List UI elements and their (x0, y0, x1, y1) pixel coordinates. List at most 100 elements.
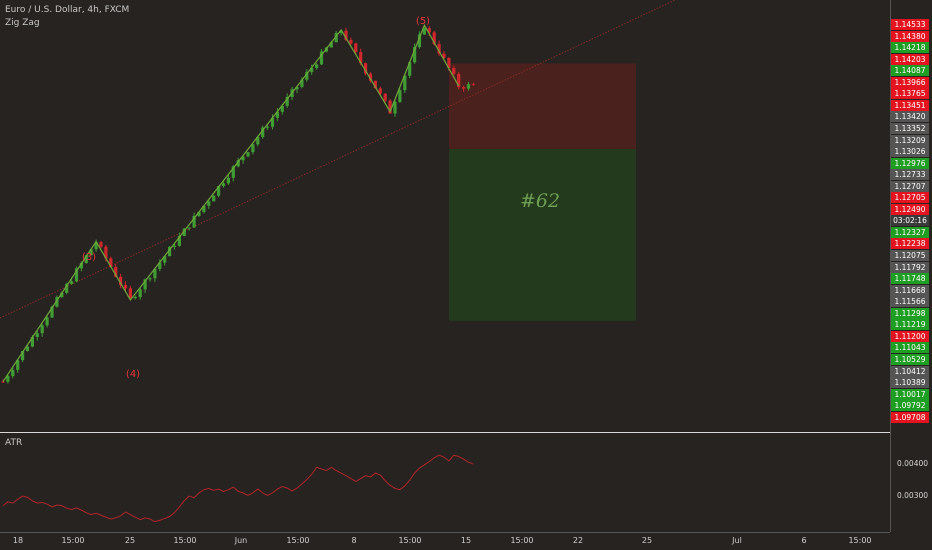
candle-body (300, 79, 304, 87)
candles (1, 25, 475, 384)
time-axis-tick: 18 (12, 536, 24, 545)
candle-body (383, 93, 387, 101)
price-level-tag: 1.13026 (891, 146, 929, 158)
atr-line (2, 454, 474, 523)
candle-body (270, 117, 275, 127)
candle-body (349, 39, 353, 44)
candle-body (466, 84, 471, 89)
candle-body (50, 306, 54, 318)
wave-label-4: (4) (125, 369, 141, 380)
candle-body (275, 111, 279, 118)
zigzag-line (2, 23, 460, 382)
trade-zones (449, 63, 636, 321)
candle-body (35, 333, 39, 337)
stop-loss-zone (449, 63, 636, 149)
indicator-name-zigzag[interactable]: Zig Zag (5, 18, 40, 28)
price-level-tag: 1.13765 (891, 88, 929, 100)
candle-body (310, 67, 314, 73)
time-axis-tick: 15 (460, 536, 472, 545)
candle-body (315, 64, 319, 68)
price-level-tag: 1.13209 (891, 134, 929, 146)
price-level-tag: 1.11043 (891, 342, 929, 354)
candle-body (79, 262, 83, 269)
candle-body (226, 177, 230, 184)
price-level-tag: 1.11566 (891, 296, 929, 308)
candle-body (202, 205, 206, 213)
candle-body (339, 30, 343, 33)
candle-body (133, 296, 137, 299)
candle-body (251, 144, 255, 153)
wave-label-5: (5) (415, 16, 431, 27)
candle-body (158, 262, 162, 269)
price-level-tag: 1.12707 (891, 180, 929, 192)
symbol-title[interactable]: Euro / U.S. Dollar, 4h, FXCM (5, 5, 130, 15)
candle-body (417, 34, 422, 48)
price-level-tag: 1.13451 (891, 99, 929, 111)
price-level-tag: 1.14087 (891, 65, 929, 77)
candle-body (104, 246, 108, 259)
candle-body (182, 228, 186, 237)
candle-body (388, 100, 392, 114)
time-axis-tick: 25 (124, 536, 136, 545)
candle-body (177, 236, 181, 246)
candle-body (354, 43, 358, 53)
wave-label-3: (3) (81, 252, 97, 263)
candle-body (16, 360, 20, 370)
candle-body (65, 283, 69, 293)
candle-body (84, 255, 88, 263)
price-level-tag: 1.09792 (891, 400, 929, 412)
candle-body (319, 51, 324, 65)
candle-body (471, 84, 475, 86)
candle-body (393, 101, 397, 114)
price-level-tag: 1.11298 (891, 307, 929, 319)
candle-body (413, 47, 417, 63)
candle-body (153, 268, 157, 279)
candle-body (187, 227, 191, 229)
candle-body (266, 126, 270, 128)
candle-body (364, 63, 368, 74)
candle-body (373, 80, 377, 89)
candle-body (457, 74, 461, 88)
candle-body (231, 166, 235, 178)
time-axis-tick: 15:00 (398, 536, 422, 545)
price-level-tag: 1.14380 (891, 30, 929, 42)
time-axis-tick: 15:00 (173, 536, 197, 545)
price-level-tag: 1.11748 (891, 273, 929, 285)
candle-body (1, 381, 5, 383)
candle-body (11, 369, 15, 377)
time-axis-tick: Jul (732, 536, 742, 545)
candle-body (25, 346, 30, 352)
candle-body (128, 288, 132, 299)
candle-body (447, 57, 451, 68)
candle-body (30, 336, 34, 347)
candle-body (40, 325, 44, 334)
candle-body (143, 279, 147, 290)
price-level-tag: 1.09708 (891, 411, 929, 423)
trend-line (0, 0, 676, 319)
indicator-name-atr[interactable]: ATR (5, 438, 23, 448)
candle-body (163, 256, 167, 263)
candle-body (408, 62, 412, 76)
price-level-tag: 1.14533 (891, 19, 929, 30)
time-axis-tick: 15:00 (286, 536, 310, 545)
candle-body (427, 28, 431, 33)
candle-body (217, 186, 221, 196)
price-level-tag: 1.10412 (891, 365, 929, 377)
price-level-tag: 1.11792 (891, 261, 929, 273)
time-axis-tick: Jun (234, 536, 248, 545)
price-level-tag: 1.10017 (891, 388, 929, 400)
price-level-tag: 1.12705 (891, 192, 929, 204)
candle-body (119, 276, 123, 285)
candle-body (89, 249, 93, 256)
candle-body (192, 215, 196, 228)
candle-body (45, 317, 49, 326)
candle-body (114, 266, 118, 277)
trend-line-segment (0, 0, 676, 319)
price-level-tag: 1.12976 (891, 157, 929, 169)
candle-body (295, 86, 299, 90)
candle-body (241, 156, 245, 161)
price-level-tag: 1.11200 (891, 330, 929, 342)
candle-body (21, 351, 25, 361)
candle-body (285, 96, 289, 106)
